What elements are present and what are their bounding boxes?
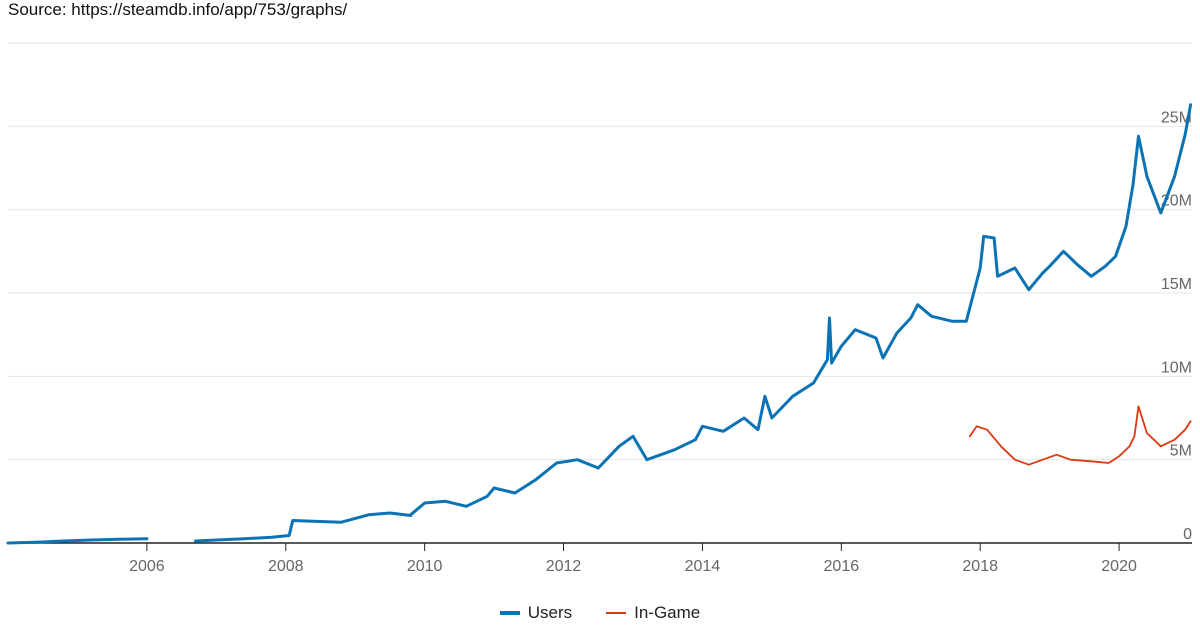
x-tick-label: 2016 bbox=[824, 558, 860, 575]
y-tick-label: 15M bbox=[1161, 276, 1192, 293]
x-tick-label: 2006 bbox=[129, 558, 165, 575]
x-axis-ticks: 2006 2008 2010 2012 2014 2016 2018 2020 bbox=[129, 543, 1137, 575]
legend-item-in-game[interactable]: In-Game bbox=[606, 600, 700, 626]
y-tick-label: 25M bbox=[1161, 109, 1192, 126]
source-note: Source: https://steamdb.info/app/753/gra… bbox=[8, 0, 348, 19]
legend-label-in-game: In-Game bbox=[634, 603, 701, 622]
x-tick-label: 2020 bbox=[1101, 558, 1137, 575]
y-tick-label: 0 bbox=[1183, 526, 1192, 543]
x-tick-label: 2012 bbox=[546, 558, 582, 575]
legend-item-users[interactable]: Users bbox=[499, 600, 573, 626]
legend-swatch-users bbox=[499, 611, 520, 615]
series-line-users bbox=[409, 103, 1193, 517]
gridlines bbox=[8, 42, 1192, 461]
x-tick-label: 2018 bbox=[962, 558, 998, 575]
legend: Users In-Game bbox=[0, 600, 1200, 626]
y-tick-label: 20M bbox=[1161, 193, 1192, 210]
y-tick-label: 5M bbox=[1170, 443, 1192, 460]
series-lines bbox=[6, 103, 1193, 545]
series-line-users bbox=[194, 511, 413, 543]
legend-label-users: Users bbox=[527, 603, 573, 622]
series-line-users bbox=[6, 537, 149, 545]
legend-swatch-in-game bbox=[606, 612, 627, 614]
x-tick-label: 2008 bbox=[268, 558, 304, 575]
y-axis-ticks: 0 5M 10M 15M 20M 25M bbox=[1161, 109, 1192, 543]
y-tick-label: 10M bbox=[1161, 359, 1192, 376]
x-tick-label: 2014 bbox=[685, 558, 721, 575]
x-tick-label: 2010 bbox=[407, 558, 443, 575]
series-line-in-game bbox=[968, 405, 1192, 466]
